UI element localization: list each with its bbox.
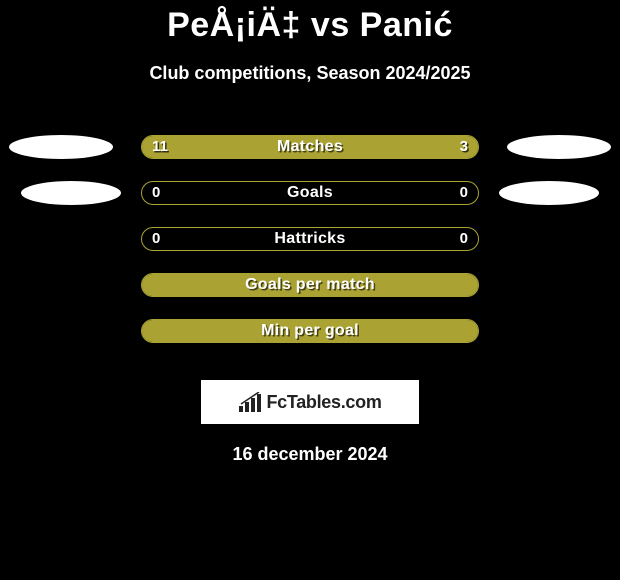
bar-row: 0 Goals 0	[0, 170, 620, 216]
bar-label: Hattricks	[142, 228, 478, 250]
bar-label: Goals	[142, 182, 478, 204]
right-ellipse-icon	[499, 178, 619, 208]
left-side	[1, 132, 121, 162]
comparison-bars: 11 Matches 3 0 Goals 0	[0, 124, 620, 354]
chart-icon	[238, 392, 262, 412]
bar-row: Min per goal	[0, 308, 620, 354]
stat-bar: Goals per match	[141, 273, 479, 297]
right-value: 0	[460, 228, 468, 250]
left-side	[1, 178, 121, 208]
bar-label: Goals per match	[142, 274, 478, 296]
right-side	[499, 178, 619, 208]
page-title: PeÅ¡iÄ‡ vs Panić	[0, 0, 620, 45]
bar-row: Goals per match	[0, 262, 620, 308]
stat-bar: Min per goal	[141, 319, 479, 343]
left-ellipse-icon	[1, 178, 121, 208]
right-side	[499, 132, 619, 162]
logo-box: FcTables.com	[201, 380, 419, 424]
logo-text: FcTables.com	[266, 392, 381, 413]
stat-bar: 0 Hattricks 0	[141, 227, 479, 251]
right-value: 3	[460, 136, 468, 158]
bar-label: Min per goal	[142, 320, 478, 342]
page-subtitle: Club competitions, Season 2024/2025	[0, 63, 620, 84]
right-value: 0	[460, 182, 468, 204]
bar-label: Matches	[142, 136, 478, 158]
stat-bar: 0 Goals 0	[141, 181, 479, 205]
right-ellipse-icon	[499, 132, 619, 162]
bar-row: 11 Matches 3	[0, 124, 620, 170]
stat-bar: 11 Matches 3	[141, 135, 479, 159]
date-text: 16 december 2024	[0, 444, 620, 465]
bar-row: 0 Hattricks 0	[0, 216, 620, 262]
left-ellipse-icon	[1, 132, 121, 162]
